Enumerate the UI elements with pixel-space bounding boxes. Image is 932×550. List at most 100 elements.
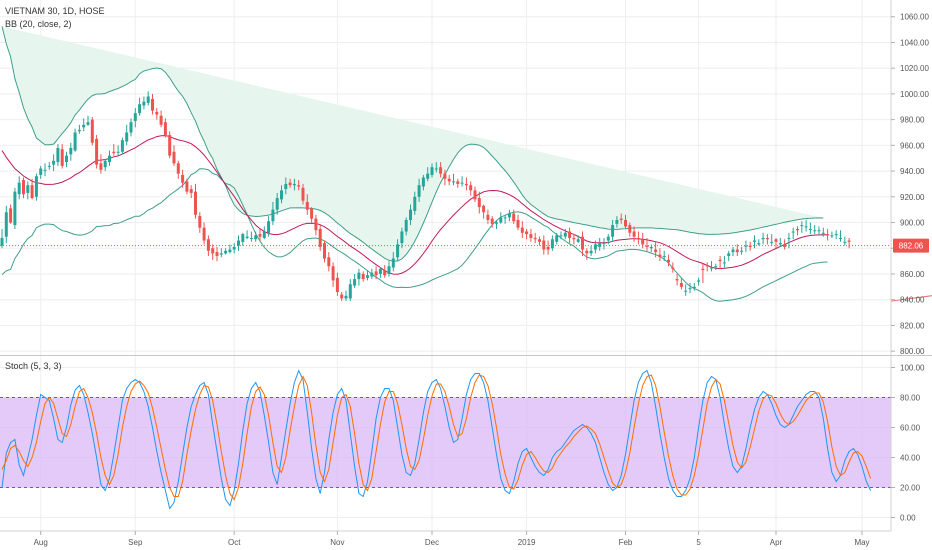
- candle-body: [185, 181, 189, 192]
- stoch-tick-label: 40.00: [900, 454, 921, 463]
- bollinger-legend[interactable]: BB (20, close, 2): [5, 19, 72, 29]
- candle-body: [632, 231, 636, 237]
- candle-body: [421, 177, 425, 187]
- candle-body: [636, 237, 640, 240]
- stoch-k-line: [1, 369, 872, 510]
- candle-body: [679, 282, 683, 287]
- candle-body: [718, 259, 722, 262]
- candle-body: [378, 268, 382, 274]
- candle-body: [735, 249, 739, 253]
- candle-body: [507, 213, 511, 218]
- candle-body: [159, 115, 163, 125]
- candle-body: [619, 218, 623, 220]
- stochastic-legend[interactable]: Stoch (5, 3, 3): [5, 361, 62, 371]
- stoch-band-fill: [0, 397, 891, 488]
- price-tick-label: 980.00: [900, 116, 925, 125]
- candle-body: [108, 155, 111, 163]
- candle-body: [314, 218, 318, 231]
- candle-body: [391, 258, 395, 268]
- candle-body: [335, 277, 339, 292]
- time-tick-label: Oct: [228, 538, 241, 547]
- candle-body: [370, 272, 374, 277]
- candle-body: [366, 275, 369, 278]
- candle-body: [460, 182, 464, 184]
- candle-body: [563, 232, 567, 237]
- candle-body: [602, 243, 606, 245]
- candle-body: [267, 221, 271, 233]
- candle-body: [310, 208, 314, 219]
- candle-body: [9, 208, 13, 223]
- candle-body: [649, 246, 653, 249]
- stoch-tick-label: 60.00: [900, 424, 921, 433]
- candle-body: [129, 122, 133, 133]
- candle-body: [39, 168, 43, 175]
- candle-body: [387, 266, 391, 274]
- candle-body: [839, 237, 842, 239]
- time-tick-label: Aug: [34, 538, 48, 547]
- candle-body: [550, 239, 554, 249]
- candle-body: [499, 217, 503, 223]
- candle-body: [65, 155, 68, 163]
- candle-body: [181, 174, 185, 183]
- candle-body: [22, 180, 25, 195]
- candle-body: [82, 124, 86, 128]
- price-tick-label: 920.00: [900, 193, 925, 202]
- candle-body: [671, 267, 675, 269]
- candle-body: [17, 182, 21, 195]
- candle-body: [99, 163, 103, 170]
- candle-body: [224, 250, 228, 254]
- candle-body: [778, 243, 782, 245]
- candle-body: [280, 190, 283, 200]
- candle-body: [284, 183, 288, 190]
- label-layer[interactable]: VIETNAM 30, 1D, HOSE BB (20, close, 2) S…: [5, 6, 105, 371]
- candle-body: [198, 216, 202, 228]
- candle-body: [731, 249, 735, 253]
- candle-body: [503, 217, 507, 219]
- candle-body: [172, 151, 176, 164]
- candle-body: [288, 182, 292, 186]
- candle-body: [245, 236, 249, 238]
- candle-body: [473, 190, 477, 200]
- candle-body: [834, 234, 838, 236]
- candle-body: [301, 187, 305, 201]
- main-chart-title[interactable]: VIETNAM 30, 1D, HOSE: [5, 6, 105, 16]
- candle-body: [529, 234, 533, 238]
- candle-body: [804, 226, 808, 228]
- candle-body: [232, 246, 236, 250]
- time-tick-label: Apr: [770, 538, 783, 547]
- candle-body: [344, 295, 348, 299]
- candle-body: [761, 237, 765, 240]
- candle-body: [753, 240, 756, 242]
- candle-body: [783, 244, 787, 247]
- candle-body: [297, 185, 301, 187]
- candle-body: [353, 279, 357, 286]
- candle-body: [409, 209, 412, 220]
- candle-body: [452, 181, 455, 183]
- last-price-label: 882.06: [899, 242, 924, 251]
- candle-body: [77, 129, 81, 132]
- candle-body: [512, 213, 516, 222]
- candle-body: [34, 176, 38, 197]
- candle-body: [73, 132, 77, 151]
- time-tick-label: Sep: [128, 538, 143, 547]
- candle-body: [155, 111, 159, 115]
- candle-body: [697, 280, 701, 282]
- price-tick-label: 960.00: [900, 141, 925, 150]
- candle-body: [211, 248, 215, 254]
- candle-body: [168, 135, 172, 156]
- candle-body: [830, 235, 834, 237]
- stoch-tick-label: 100.00: [900, 364, 925, 373]
- candle-body: [495, 222, 498, 224]
- candle-body: [383, 270, 387, 276]
- candle-body: [770, 241, 774, 243]
- candle-body: [654, 249, 658, 253]
- candle-body: [189, 189, 193, 193]
- candle-body: [249, 237, 253, 239]
- stoch-band-layer: [0, 397, 891, 488]
- candle-body: [292, 183, 296, 186]
- candle-body: [533, 237, 537, 240]
- price-tick-label: 1020.00: [900, 64, 929, 73]
- price-tick-label: 1040.00: [900, 38, 929, 47]
